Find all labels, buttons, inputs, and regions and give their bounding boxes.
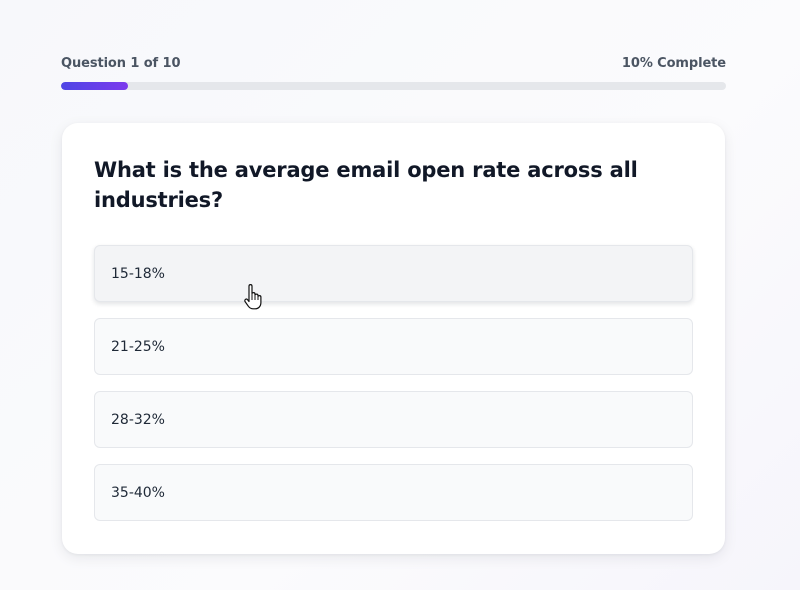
question-text: What is the average email open rate acro… <box>94 158 638 212</box>
progress-header: Question 1 of 10 10% Complete <box>61 55 726 73</box>
progress-bar-fill <box>61 82 128 90</box>
answer-option-4[interactable]: 35-40% <box>94 464 693 521</box>
question-counter: Question 1 of 10 <box>61 56 181 71</box>
answer-option-3[interactable]: 28-32% <box>94 391 693 448</box>
progress-bar <box>61 82 726 90</box>
answer-option-1[interactable]: 15-18% <box>94 245 693 302</box>
answer-option-label: 21-25% <box>111 338 165 355</box>
answer-option-2[interactable]: 21-25% <box>94 318 693 375</box>
answer-option-label: 15-18% <box>111 265 165 282</box>
answer-options: 15-18% 21-25% 28-32% 35-40% <box>94 245 693 537</box>
answer-option-label: 28-32% <box>111 411 165 428</box>
answer-option-label: 35-40% <box>111 484 165 501</box>
progress-percent-label: 10% Complete <box>621 56 726 71</box>
question-card: What is the average email open rate acro… <box>62 123 725 554</box>
